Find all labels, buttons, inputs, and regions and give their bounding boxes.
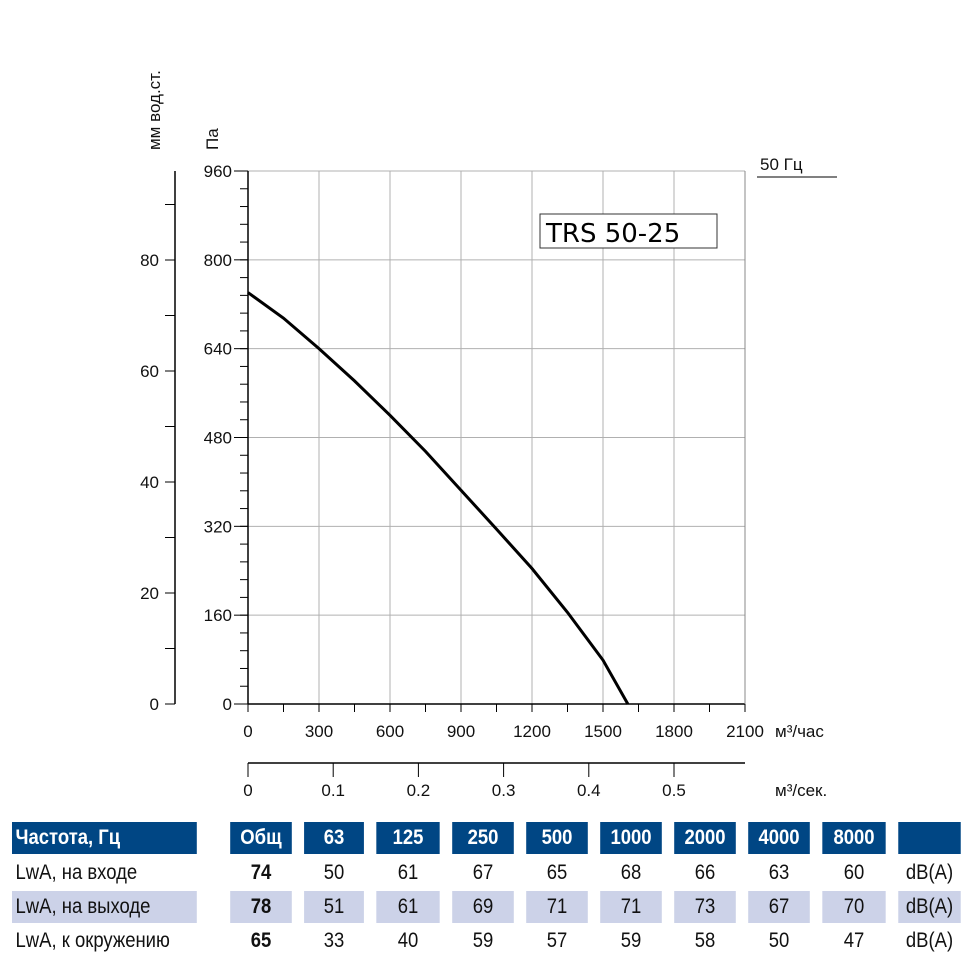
table-cell: 33 [323,929,345,952]
x-tick-label: 900 [447,722,475,741]
s-tick-label: 0 [243,781,252,800]
y-axis-label-mm: мм вод.ст. [145,70,164,150]
y-tick-label: 800 [204,251,232,270]
table-cell: 57 [546,929,568,952]
table-cell: 66 [694,861,716,884]
table-cell: 74 [250,861,272,884]
table-cell: 73 [674,891,736,923]
table-cell: 63 [768,861,790,884]
table-header-cell: Общ [230,822,292,854]
table-header-cell: 125 [376,822,440,854]
table-cell: 65 [250,929,272,952]
table-cell: 58 [694,929,716,952]
table-cell: 51 [304,891,364,923]
fan-curve [247,291,630,705]
table-cell: 67 [472,861,494,884]
s-tick-label: 0.3 [492,781,516,800]
x-tick-label: 0 [243,722,252,741]
table-cell: dB(A) [905,861,954,884]
s-tick-label: 0.5 [662,781,686,800]
x-axis-label-h: м³/час [775,722,824,741]
table-cell: 61 [397,861,419,884]
table-cell: 71 [600,891,662,923]
table-cell: 40 [397,929,419,952]
table-cell: 70 [822,891,886,923]
table-header-cell: 4000 [748,822,810,854]
table-cell: 67 [748,891,810,923]
table-cell: 60 [843,861,865,884]
x-tick-label: 300 [305,722,333,741]
y-tick-label: 480 [204,429,232,448]
table-cell: 61 [376,891,440,923]
mm-tick-label: 0 [150,695,159,714]
s-tick-label: 0.4 [577,781,601,800]
table-cell: 69 [452,891,514,923]
table-cell: 59 [472,929,494,952]
mm-tick-label: 20 [140,584,159,603]
table-cell: 50 [768,929,790,952]
s-tick-label: 0.1 [321,781,345,800]
table-cell: 71 [526,891,588,923]
x-tick-label: 600 [376,722,404,741]
x-tick-label: 1800 [655,722,693,741]
y-tick-label: 640 [204,340,232,359]
table-header-cell: 2000 [674,822,736,854]
model-box [539,213,718,249]
table-cell: LwA, на входе [15,861,138,884]
y-tick-label: 960 [204,162,232,181]
y-axis-label-pa: Па [203,128,222,150]
frequency-label: 50 Гц [760,155,803,174]
table-cell: LwA, к окружению [15,929,170,952]
table-header-cell: 1000 [600,822,662,854]
table-header-cell: 63 [304,822,364,854]
y-tick-label: 320 [204,517,232,536]
table-header-cell: Частота, Гц [12,822,197,854]
table-cell: 68 [620,861,642,884]
table-cell: 50 [323,861,345,884]
table-cell: dB(A) [898,891,961,923]
table-cell: 78 [230,891,292,923]
table-cell: 65 [546,861,568,884]
table-header-cell: 500 [526,822,588,854]
table-cell: LwA, на выходе [12,891,197,923]
table-cell: 47 [843,929,865,952]
table-cell: 59 [620,929,642,952]
x-tick-label: 1200 [513,722,551,741]
x-axis-label-s: м³/сек. [775,781,827,800]
y-tick-label: 160 [204,606,232,625]
table-header-cell: 250 [452,822,514,854]
table-header-cell [898,822,961,854]
x-tick-label: 1500 [584,722,622,741]
table-header-cell: 8000 [822,822,886,854]
s-tick-label: 0.2 [407,781,431,800]
table-cell: dB(A) [905,929,954,952]
mm-tick-label: 60 [140,362,159,381]
mm-tick-label: 40 [140,473,159,492]
model-label: TRS 50-25 [545,219,680,249]
mm-tick-label: 80 [140,251,159,270]
x-tick-label: 2100 [726,722,764,741]
y-tick-label: 0 [223,695,232,714]
